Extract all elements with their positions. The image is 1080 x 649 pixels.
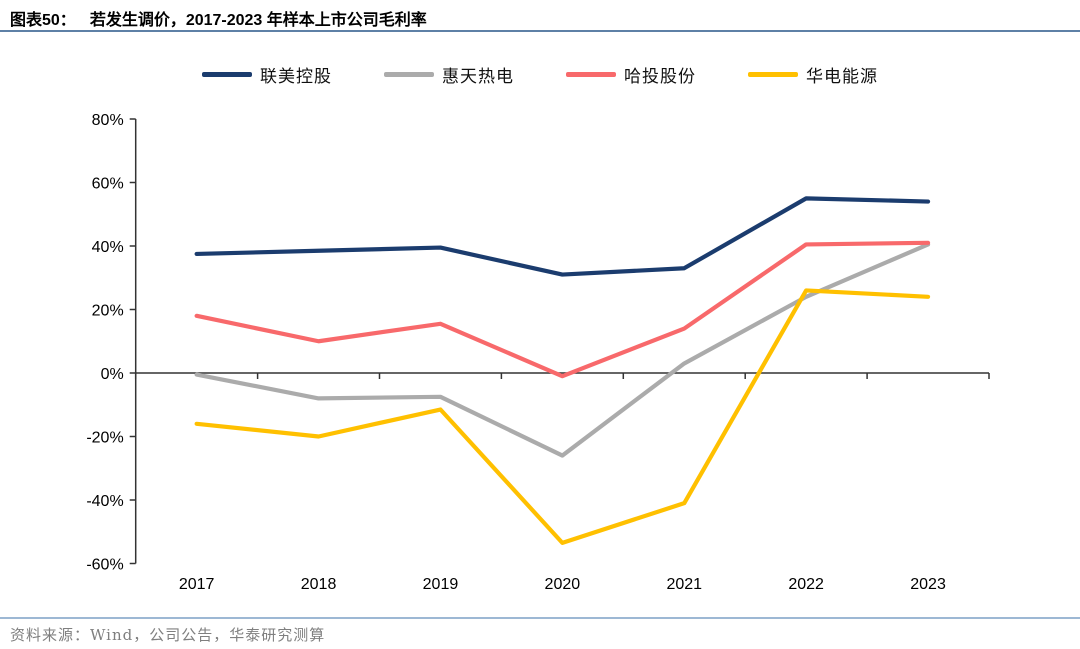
series-line-0	[194, 196, 931, 277]
x-tick-label: 2021	[666, 576, 702, 593]
legend-label: 华电能源	[806, 67, 878, 87]
figure-title-text: 若发生调价，2017-2023 年样本上市公司毛利率	[89, 12, 427, 29]
series-line-1	[194, 242, 931, 458]
y-tick-label: -40%	[86, 493, 123, 510]
figure-header: 图表50： 若发生调价，2017-2023 年样本上市公司毛利率	[0, 0, 1080, 32]
legend-label: 惠天热电	[442, 67, 514, 87]
y-tick-label: 0%	[101, 366, 124, 383]
x-tick-label: 2018	[301, 576, 337, 593]
series-line-3	[194, 288, 931, 545]
x-tick-label: 2023	[910, 576, 946, 593]
legend-line-swatch	[384, 72, 434, 77]
legend-item-2: 哈投股份	[566, 62, 696, 87]
legend-label: 哈投股份	[624, 67, 696, 87]
y-tick-label: -20%	[86, 430, 123, 447]
source-note: 资料来源：Wind，公司公告，华泰研究测算	[10, 626, 326, 644]
x-tick-label: 2019	[423, 576, 459, 593]
y-tick-label: 60%	[92, 176, 124, 193]
legend-line-swatch	[566, 72, 616, 77]
legend-item-0: 联美控股	[202, 62, 332, 87]
x-tick-label: 2017	[179, 576, 215, 593]
legend-label: 联美控股	[260, 67, 332, 87]
chart-area: 80% 60% 40% 20% 0% -20% -40% -60% 2017 2018 2019 20…	[0, 90, 1080, 610]
legend-line-swatch	[202, 72, 252, 77]
figure-title: 图表50： 若发生调价，2017-2023 年样本上市公司毛利率	[10, 6, 427, 30]
series-line-2	[194, 240, 931, 379]
legend-line-swatch	[748, 72, 798, 77]
x-tick-label: 2020	[545, 576, 581, 593]
chart-legend: 联美控股 惠天热电 哈投股份 华电能源	[0, 62, 1080, 87]
legend-item-1: 惠天热电	[384, 62, 514, 87]
legend-item-3: 华电能源	[748, 62, 878, 87]
figure-number-label: 图表50：	[10, 12, 76, 29]
y-tick-label: 80%	[92, 112, 124, 129]
y-tick-label: 40%	[92, 239, 124, 256]
y-tick-label: 20%	[92, 303, 124, 320]
gross-margin-line-chart: 80% 60% 40% 20% 0% -20% -40% -60% 2017 2018 2019 20…	[86, 112, 990, 593]
x-tick-label: 2022	[788, 576, 824, 593]
footer-divider	[0, 617, 1080, 619]
y-tick-label: -60%	[86, 557, 123, 574]
title-divider	[0, 30, 1080, 32]
